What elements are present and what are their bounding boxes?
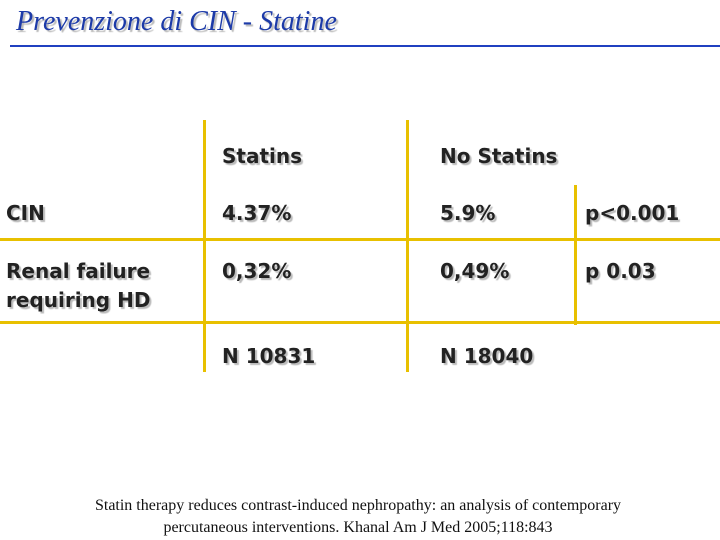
slide-title: Prevenzione di CIN - Statine bbox=[16, 6, 337, 37]
grid-line bbox=[203, 120, 206, 372]
total: N 10831 bbox=[222, 344, 316, 368]
cell: p 0.03 bbox=[585, 259, 656, 283]
grid-line bbox=[406, 120, 409, 372]
grid-line bbox=[0, 238, 720, 241]
cell: 5.9% bbox=[440, 201, 496, 225]
cell: p<0.001 bbox=[585, 201, 680, 225]
column-header: No Statins bbox=[440, 144, 558, 168]
cell: 0,32% bbox=[222, 259, 292, 283]
title-rule bbox=[10, 45, 720, 47]
citation: Statin therapy reduces contrast-induced … bbox=[94, 497, 622, 514]
total: N 18040 bbox=[440, 344, 534, 368]
cell: 4.37% bbox=[222, 201, 292, 225]
cell: 0,49% bbox=[440, 259, 510, 283]
row-label: Renal failure requiring HD bbox=[6, 259, 151, 312]
column-header: Statins bbox=[222, 144, 303, 168]
citation: percutaneous interventions. Khanal Am J … bbox=[163, 519, 553, 536]
grid-line bbox=[574, 185, 577, 325]
row-label: CIN bbox=[6, 201, 45, 225]
grid-line bbox=[0, 321, 720, 324]
